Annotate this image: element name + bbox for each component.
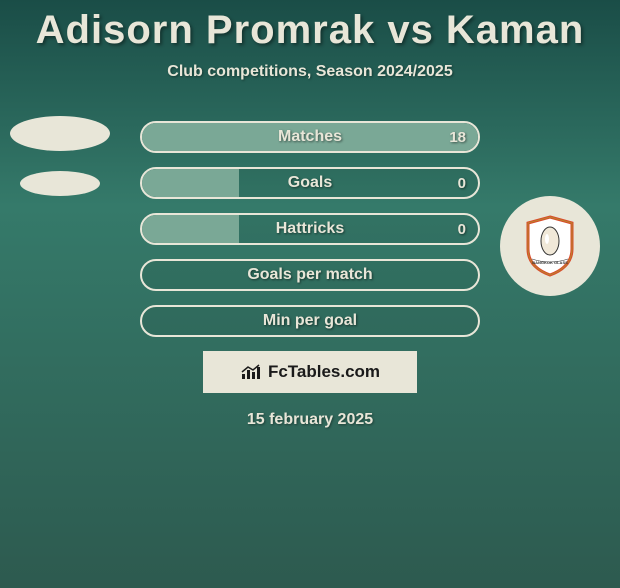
metric-label: Matches bbox=[142, 123, 478, 151]
page-title: Adisorn Promrak vs Kaman bbox=[0, 8, 620, 53]
chart-icon bbox=[240, 363, 262, 381]
metric-bar: Hattricks0 bbox=[140, 213, 480, 245]
metric-value-right: 0 bbox=[458, 215, 466, 243]
avatar-placeholder-body bbox=[20, 171, 100, 196]
player-left-avatar bbox=[10, 116, 110, 196]
avatar-placeholder-head bbox=[10, 116, 110, 151]
metric-bar: Min per goal bbox=[140, 305, 480, 337]
logo-text: FcTables.com bbox=[268, 362, 380, 382]
club-shield-icon: BANGKOK GLASS bbox=[524, 215, 576, 277]
metric-label: Min per goal bbox=[142, 307, 478, 335]
metric-bar: Goals per match bbox=[140, 259, 480, 291]
player-right-badge: BANGKOK GLASS bbox=[500, 196, 600, 296]
metric-label: Goals per match bbox=[142, 261, 478, 289]
metric-bar: Matches18 bbox=[140, 121, 480, 153]
metric-bar: Goals0 bbox=[140, 167, 480, 199]
subtitle: Club competitions, Season 2024/2025 bbox=[0, 63, 620, 81]
fctables-logo: FcTables.com bbox=[203, 351, 417, 393]
metric-bars: Matches18Goals0Hattricks0Goals per match… bbox=[140, 121, 480, 337]
metric-value-right: 0 bbox=[458, 169, 466, 197]
snapshot-date: 15 february 2025 bbox=[0, 411, 620, 429]
metric-label: Goals bbox=[142, 169, 478, 197]
svg-text:BANGKOK GLASS: BANGKOK GLASS bbox=[532, 260, 568, 265]
metric-label: Hattricks bbox=[142, 215, 478, 243]
metric-value-right: 18 bbox=[449, 123, 466, 151]
comparison-panel: BANGKOK GLASS Matches18Goals0Hattricks0G… bbox=[0, 121, 620, 429]
